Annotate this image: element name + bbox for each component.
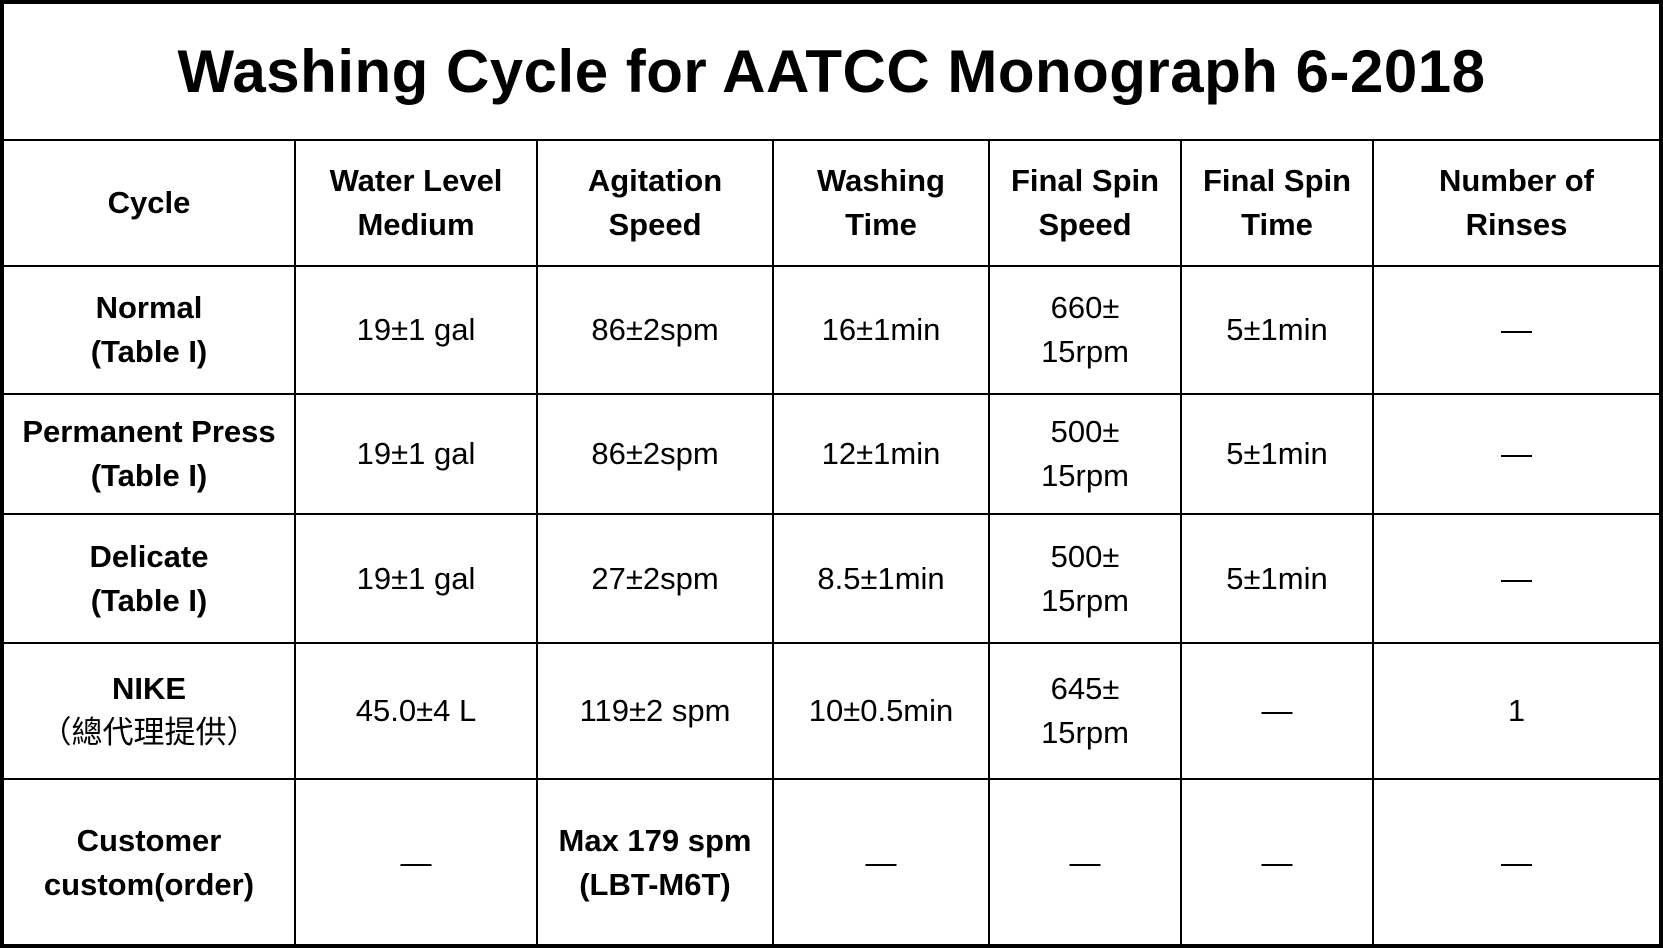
water-level-cell: — <box>294 778 538 945</box>
table-row: Permanent Press (Table I) 19±1 gal 86±2s… <box>4 393 1659 515</box>
washing-cycle-table: Cycle Water Level Medium Agitation Speed… <box>4 139 1659 945</box>
cycle-cell: Permanent Press (Table I) <box>4 393 296 515</box>
final-spin-time-cell: 5±1min <box>1180 265 1374 395</box>
table-row: Normal (Table I) 19±1 gal 86±2spm 16±1mi… <box>4 265 1659 395</box>
rinses-cell: — <box>1372 393 1659 515</box>
header-agitation-speed: Agitation Speed <box>536 139 774 267</box>
washing-time-cell: — <box>772 778 990 945</box>
agitation-cell: 119±2 spm <box>536 642 774 780</box>
header-cycle: Cycle <box>4 139 296 267</box>
header-final-spin-speed: Final Spin Speed <box>988 139 1182 267</box>
header-row: Cycle Water Level Medium Agitation Speed… <box>4 139 1659 267</box>
table-row: NIKE （總代理提供） 45.0±4 L 119±2 spm 10±0.5mi… <box>4 642 1659 780</box>
header-water-level: Water Level Medium <box>294 139 538 267</box>
agitation-cell: 86±2spm <box>536 265 774 395</box>
header-final-spin-time: Final Spin Time <box>1180 139 1374 267</box>
header-washing-time: Washing Time <box>772 139 990 267</box>
final-spin-speed-cell: 660± 15rpm <box>988 265 1182 395</box>
cycle-cell: Normal (Table I) <box>4 265 296 395</box>
washing-time-cell: 12±1min <box>772 393 990 515</box>
final-spin-time-cell: — <box>1180 642 1374 780</box>
washing-time-cell: 16±1min <box>772 265 990 395</box>
rinses-cell: — <box>1372 778 1659 945</box>
rinses-cell: — <box>1372 265 1659 395</box>
header-number-of-rinses: Number of Rinses <box>1372 139 1659 267</box>
final-spin-time-cell: 5±1min <box>1180 513 1374 644</box>
agitation-cell: 27±2spm <box>536 513 774 644</box>
water-level-cell: 19±1 gal <box>294 393 538 515</box>
table-row: Customer custom(order) — Max 179 spm (LB… <box>4 778 1659 945</box>
cycle-cell: NIKE （總代理提供） <box>4 642 296 780</box>
final-spin-time-cell: — <box>1180 778 1374 945</box>
final-spin-speed-cell: 500± 15rpm <box>988 393 1182 515</box>
water-level-cell: 45.0±4 L <box>294 642 538 780</box>
agitation-cell: 86±2spm <box>536 393 774 515</box>
table-row: Delicate (Table I) 19±1 gal 27±2spm 8.5±… <box>4 513 1659 644</box>
final-spin-time-cell: 5±1min <box>1180 393 1374 515</box>
agitation-cell: Max 179 spm (LBT-M6T) <box>536 778 774 945</box>
rinses-cell: 1 <box>1372 642 1659 780</box>
table-title: Washing Cycle for AATCC Monograph 6-2018 <box>177 38 1486 105</box>
washing-time-cell: 10±0.5min <box>772 642 990 780</box>
washing-time-cell: 8.5±1min <box>772 513 990 644</box>
cycle-cell: Customer custom(order) <box>4 778 296 945</box>
rinses-cell: — <box>1372 513 1659 644</box>
final-spin-speed-cell: 500± 15rpm <box>988 513 1182 644</box>
water-level-cell: 19±1 gal <box>294 513 538 644</box>
final-spin-speed-cell: 645± 15rpm <box>988 642 1182 780</box>
water-level-cell: 19±1 gal <box>294 265 538 395</box>
cycle-cell: Delicate (Table I) <box>4 513 296 644</box>
final-spin-speed-cell: — <box>988 778 1182 945</box>
table-sheet: Washing Cycle for AATCC Monograph 6-2018… <box>4 4 1659 945</box>
